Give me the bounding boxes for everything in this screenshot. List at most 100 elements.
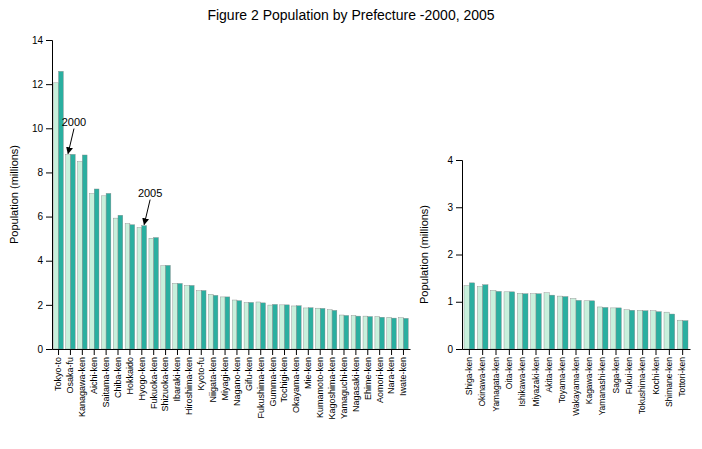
x-tick-mark (201, 349, 202, 355)
x-tick: Tokushima-ken (637, 349, 647, 414)
x-tick: Fukuoka-ken (149, 349, 159, 409)
x-tick-mark (272, 349, 273, 355)
x-tick-label: Ibaraki-ken (172, 357, 182, 402)
y-tick: 14 (32, 35, 52, 46)
bar (629, 310, 634, 349)
y-tick-label: 10 (32, 123, 44, 134)
y-tick-label: 0 (447, 344, 453, 355)
x-tick-label: Niigata-ken (208, 357, 218, 403)
bars (464, 283, 688, 349)
bar (320, 308, 325, 349)
x-tick: Okinawa-ken (477, 349, 487, 407)
x-tick-label: Hokkaido (125, 357, 135, 395)
bar (208, 294, 213, 349)
x-tick-mark (656, 349, 657, 355)
x-tick-mark (629, 349, 630, 355)
y-axis: 01234 (447, 155, 462, 355)
x-tick: Ishikawa-ken (517, 349, 527, 407)
bar (315, 308, 320, 349)
y-tick-mark (46, 172, 52, 173)
bar (669, 314, 674, 349)
bar (477, 287, 482, 349)
x-tick: Shizuoka-ken (160, 349, 170, 412)
x-tick: Tokyo-to (53, 349, 63, 391)
x-tick-mark (165, 349, 166, 355)
bar (387, 317, 392, 349)
y-tick: 1 (447, 296, 462, 307)
x-tick-mark (343, 349, 344, 355)
y-axis-title: Population (millions) (418, 205, 430, 304)
bar (285, 305, 290, 349)
x-tick-label: Oita-ken (504, 357, 514, 389)
x-tick: Kumamoto-ken (315, 349, 325, 418)
x-tick: Tottori-ken (677, 349, 687, 397)
y-tick-mark (456, 349, 462, 350)
y-tick: 2 (447, 249, 462, 260)
x-tick: Miyazaki-ken (531, 349, 541, 407)
bar (677, 320, 682, 349)
y-tick-label: 6 (37, 211, 43, 222)
bar (101, 196, 106, 349)
x-tick-label: Miyazaki-ken (531, 357, 541, 407)
x-tick-label: Ehime-ken (363, 357, 373, 400)
bar (544, 293, 549, 349)
x-tick-mark (70, 349, 71, 355)
bar (70, 154, 75, 349)
x-tick-mark (379, 349, 380, 355)
bar (113, 218, 118, 349)
bar (616, 308, 621, 349)
x-tick-label: Kagawa-ken (584, 357, 594, 405)
x-tick-label: Yamaguchi-ken (339, 357, 349, 419)
x-tick-mark (236, 349, 237, 355)
bar (576, 300, 581, 349)
x-tick-label: Okayama-ken (291, 357, 301, 413)
x-tick-label: Iwate-ken (398, 357, 408, 396)
bar (683, 321, 688, 349)
x-tick: Aichi-ken (89, 349, 99, 394)
bar (637, 310, 642, 349)
y-tick-label: 2 (37, 300, 43, 311)
bar (244, 303, 249, 349)
bar (549, 295, 554, 349)
bar (82, 155, 87, 349)
x-tick-mark (602, 349, 603, 355)
x-tick: Kagoshima-ken (327, 349, 337, 420)
x-tick-mark (509, 349, 510, 355)
x-tick-mark (82, 349, 83, 355)
x-tick-mark (213, 349, 214, 355)
series-0 (54, 83, 404, 349)
bar (149, 238, 154, 349)
bar (89, 194, 94, 349)
x-tick-label: Yamagata-ken (491, 357, 501, 412)
bar (339, 315, 344, 349)
bar (563, 297, 568, 349)
y-tick-label: 12 (32, 79, 44, 90)
x-tick-mark (129, 349, 130, 355)
bar (403, 318, 408, 349)
x-tick-label: Mie-ken (303, 357, 313, 389)
x-tick-mark (118, 349, 119, 355)
x-tick-label: Tokushima-ken (637, 357, 647, 414)
x-tick-mark (562, 349, 563, 355)
x-tick-mark (320, 349, 321, 355)
series-1 (59, 71, 409, 349)
bar (161, 266, 166, 349)
x-tick-mark (284, 349, 285, 355)
x-tick-mark (403, 349, 404, 355)
bar (603, 307, 608, 349)
y-tick: 6 (37, 211, 52, 222)
x-tick-label: Yamanashi-ken (597, 357, 607, 416)
bar (483, 285, 488, 349)
bar (154, 238, 159, 349)
x-tick-mark (58, 349, 59, 355)
x-tick: Hokkaido (125, 349, 135, 395)
y-tick-label: 1 (447, 296, 453, 307)
x-tick: Yamagata-ken (491, 349, 501, 412)
bar (201, 291, 206, 349)
y-tick-label: 4 (447, 155, 453, 166)
annotation-arrow (144, 200, 150, 225)
bar (213, 295, 218, 349)
x-tick-mark (296, 349, 297, 355)
y-tick: 2 (37, 300, 52, 311)
annotation: 2005 (138, 187, 162, 199)
